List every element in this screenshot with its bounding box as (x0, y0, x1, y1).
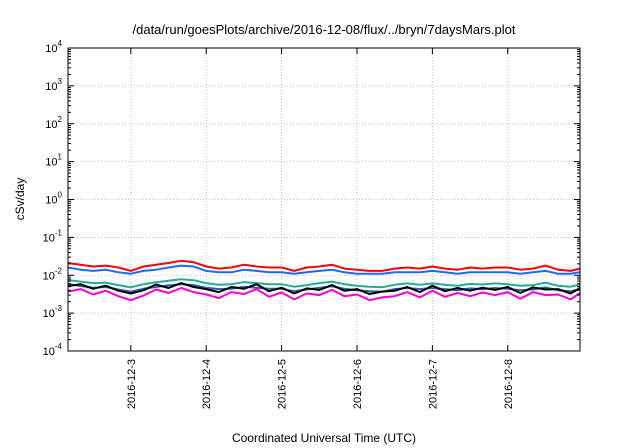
series-line-5 (67, 282, 581, 295)
y-tick-label: 101 (45, 153, 62, 169)
series-line-2 (67, 264, 581, 275)
x-tick-label: 2016-12-6 (352, 359, 364, 409)
x-tick-label: 2016-12-5 (277, 359, 289, 409)
y-tick-labels: 10-4 10-3 10-2 10-1 100 101 102 103 104 (43, 39, 63, 358)
tick-layer (68, 47, 580, 352)
x-tick-label: 2016-12-8 (503, 359, 515, 409)
chart-title: /data/run/goesPlots/archive/2016-12-08/f… (133, 22, 516, 37)
x-axis-label: Coordinated Universal Time (UTC) (232, 431, 416, 445)
series-layer (67, 259, 581, 302)
x-tick-label: 2016-12-7 (427, 359, 439, 409)
series-line-3 (67, 278, 581, 289)
x-tick-label: 2016-12-4 (201, 359, 213, 409)
y-tick-label: 10-1 (43, 228, 63, 244)
y-tick-label: 10-2 (43, 266, 63, 282)
x-tick-label: 2016-12-3 (126, 359, 138, 409)
x-tick-labels: 2016-12-3 2016-12-4 2016-12-5 2016-12-6 2016… (126, 359, 515, 409)
y-tick-label: 10-3 (43, 304, 63, 320)
grid-layer (68, 48, 580, 351)
y-tick-label: 100 (45, 191, 62, 207)
series-line-6 (67, 287, 581, 302)
y-tick-label: 103 (45, 77, 62, 93)
y-tick-label: 104 (45, 39, 62, 55)
y-tick-label: 10-4 (43, 342, 63, 358)
y-axis-label: cSv/day (13, 178, 27, 221)
y-tick-label: 102 (45, 115, 62, 131)
series-line-1 (67, 259, 581, 272)
